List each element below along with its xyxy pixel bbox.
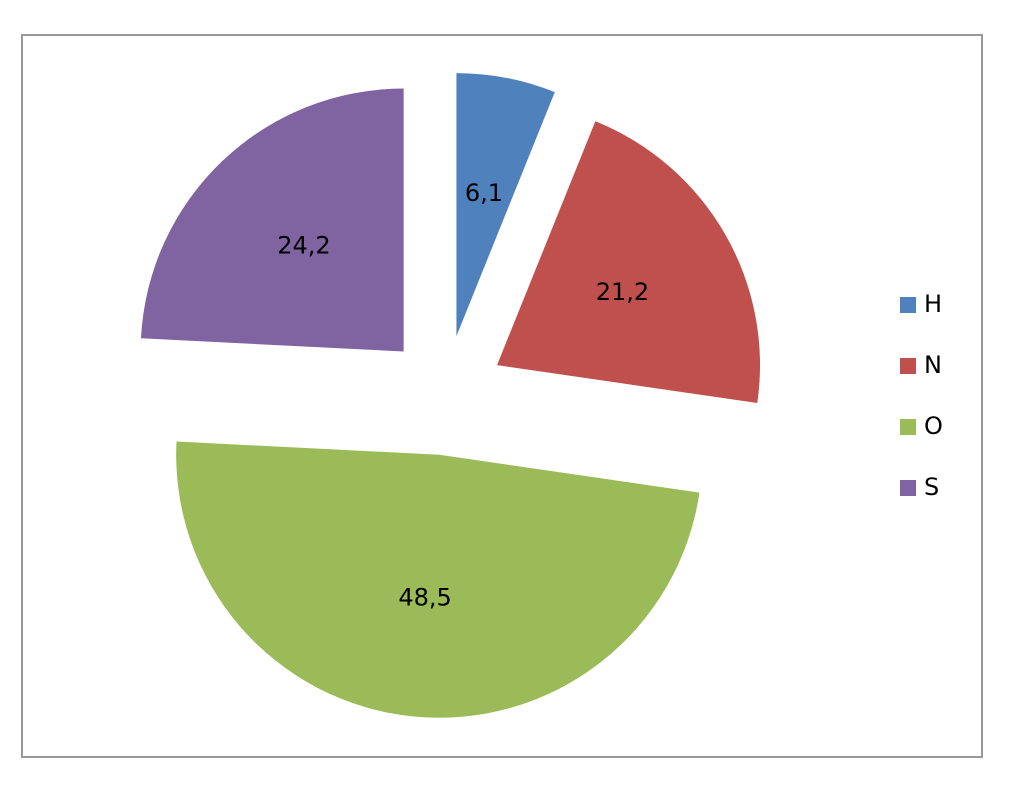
legend-swatch	[900, 480, 916, 496]
legend-swatch	[900, 358, 916, 374]
legend-label: S	[924, 473, 939, 501]
legend-label: O	[924, 412, 943, 440]
legend-label: H	[924, 290, 942, 318]
pie-slice	[140, 88, 404, 352]
data-label: 6,1	[465, 179, 503, 207]
legend-label: N	[924, 351, 942, 379]
pie-slice	[497, 121, 761, 403]
legend-swatch	[900, 419, 916, 435]
pie-slice	[456, 73, 555, 337]
legend-swatch	[900, 297, 916, 313]
data-label: 24,2	[277, 232, 330, 260]
data-label: 21,2	[596, 278, 649, 306]
data-label: 48,5	[398, 584, 451, 612]
pie-slice	[176, 441, 700, 718]
